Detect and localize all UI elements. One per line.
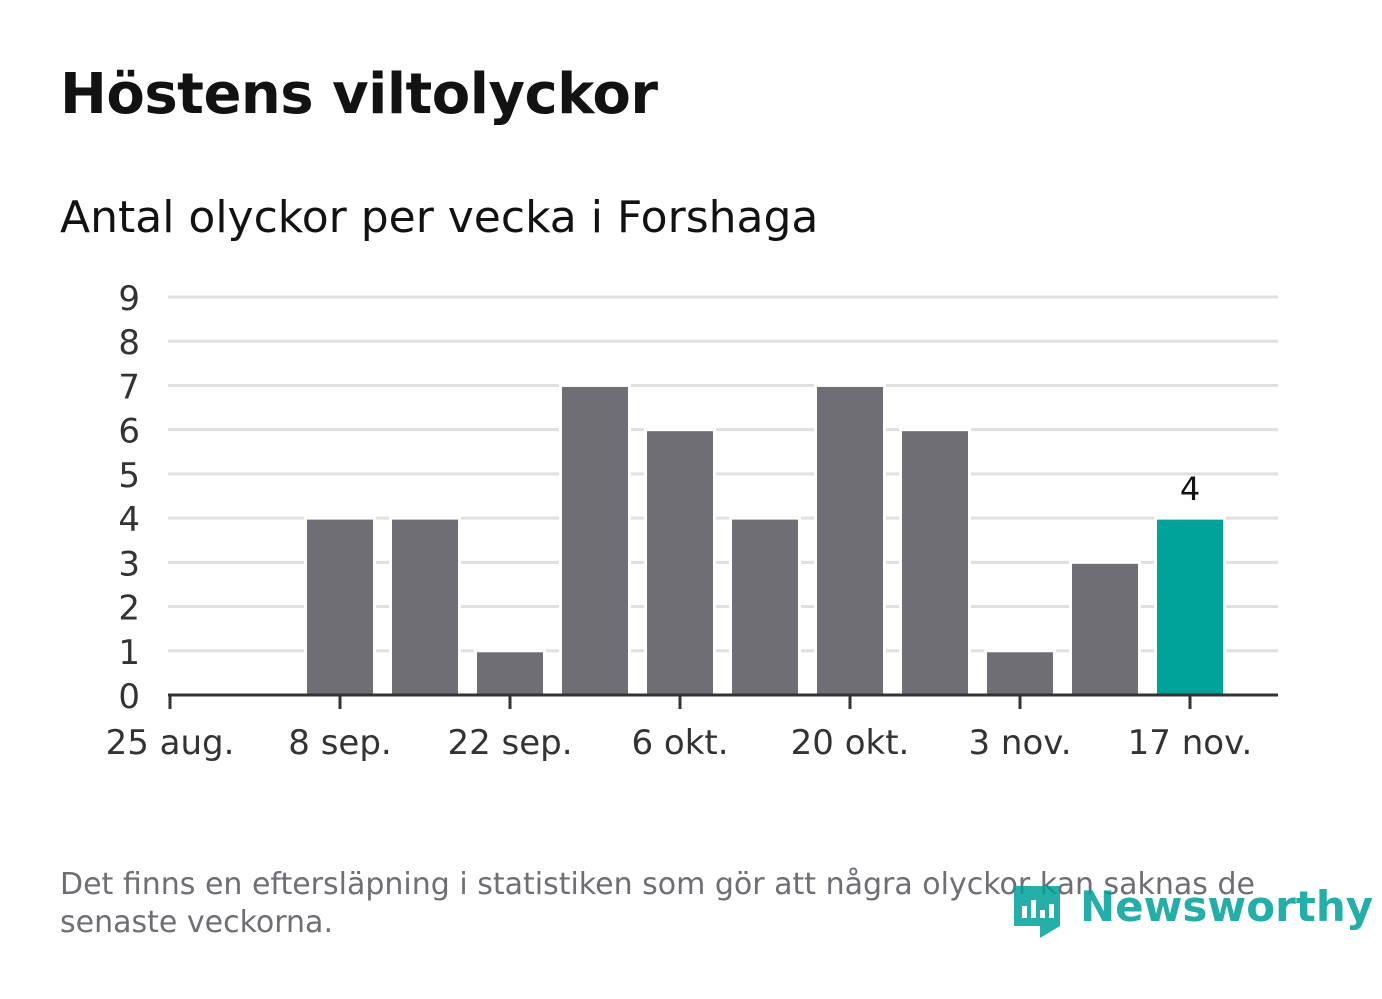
bar-10-nov- bbox=[1069, 560, 1141, 697]
bar-8-sep- bbox=[304, 516, 376, 697]
x-tick-label: 8 sep. bbox=[288, 723, 391, 763]
bar-27-okt- bbox=[899, 428, 971, 697]
x-tick-label: 6 okt. bbox=[631, 723, 728, 763]
x-tick-label: 25 aug. bbox=[106, 723, 235, 763]
grid-lines bbox=[168, 295, 1278, 653]
data-label: 4 bbox=[1180, 470, 1200, 508]
y-tick-label: 1 bbox=[118, 633, 140, 673]
bar-20-okt- bbox=[814, 383, 886, 697]
bar-17-nov- bbox=[1154, 516, 1226, 697]
x-tick-label: 22 sep. bbox=[447, 723, 572, 763]
bar-6-okt- bbox=[644, 428, 716, 697]
chart-subtitle: Antal olyckor per vecka i Forshaga bbox=[60, 192, 819, 243]
x-axis bbox=[168, 693, 1278, 709]
logo-text: Newsworthy bbox=[1080, 882, 1374, 931]
bar-22-sep- bbox=[474, 649, 546, 697]
y-tick-label: 6 bbox=[118, 412, 140, 452]
newsworthy-logo: Newsworthy bbox=[1010, 880, 1373, 944]
y-tick-label: 3 bbox=[118, 544, 140, 584]
bar-29-sep- bbox=[559, 383, 631, 697]
y-tick-label: 0 bbox=[118, 677, 140, 717]
bar-15-sep- bbox=[389, 516, 461, 697]
bar-3-nov- bbox=[984, 649, 1056, 697]
bars bbox=[304, 383, 1226, 697]
x-tick-label: 20 okt. bbox=[791, 723, 910, 763]
bar-13-okt- bbox=[729, 516, 801, 697]
y-tick-label: 7 bbox=[118, 367, 140, 407]
newsworthy-logo-icon bbox=[1014, 886, 1060, 938]
y-tick-label: 5 bbox=[118, 456, 140, 496]
y-tick-label: 4 bbox=[118, 500, 140, 540]
chart-title: Höstens viltolyckor bbox=[60, 62, 658, 127]
y-tick-label: 9 bbox=[118, 279, 140, 319]
x-tick-label: 17 nov. bbox=[1128, 723, 1253, 763]
x-tick-label: 3 nov. bbox=[968, 723, 1071, 763]
y-tick-label: 8 bbox=[118, 323, 140, 363]
y-tick-label: 2 bbox=[118, 589, 140, 629]
